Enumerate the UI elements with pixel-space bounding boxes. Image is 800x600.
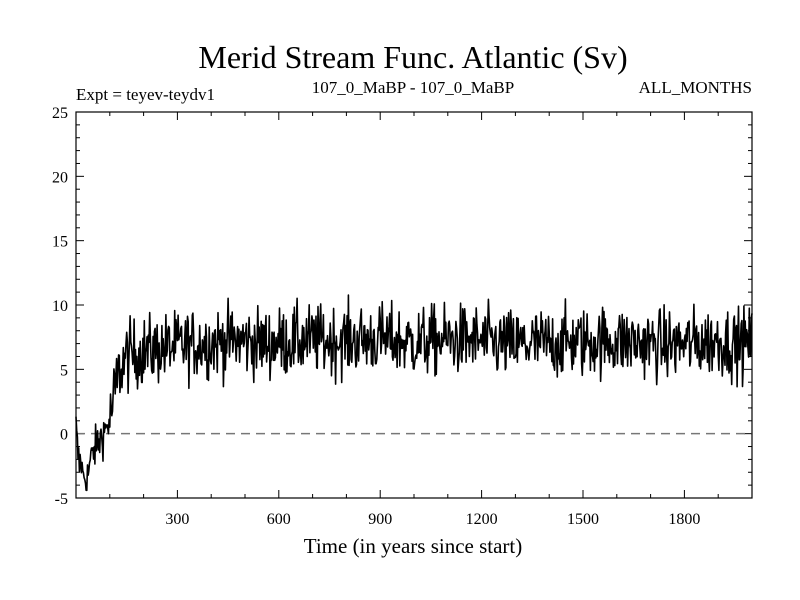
- y-tick-label: 5: [60, 362, 68, 379]
- x-tick-label: 1500: [567, 511, 599, 528]
- y-tick-label: -5: [55, 491, 68, 508]
- x-tick-label: 900: [368, 511, 392, 528]
- months-label: ALL_MONTHS: [639, 78, 752, 97]
- x-tick-label: 300: [165, 511, 189, 528]
- series-line-atlantic-moc: [75, 294, 753, 492]
- x-axis-label: Time (in years since start): [304, 534, 523, 558]
- period-label: 107_0_MaBP - 107_0_MaBP: [312, 78, 514, 97]
- y-tick-label: 20: [52, 169, 68, 186]
- plot-frame: [75, 111, 753, 499]
- y-tick-label: 0: [60, 427, 68, 444]
- y-tick-label: 10: [52, 298, 68, 315]
- x-tick-label: 1200: [466, 511, 498, 528]
- experiment-label: Expt = teyev-teydv1: [76, 85, 215, 104]
- y-tick-label: 25: [52, 105, 68, 122]
- chart-title: Merid Stream Func. Atlantic (Sv): [198, 39, 627, 75]
- x-tick-label: 600: [267, 511, 291, 528]
- y-tick-label: 15: [52, 234, 68, 251]
- x-tick-label: 1800: [668, 511, 700, 528]
